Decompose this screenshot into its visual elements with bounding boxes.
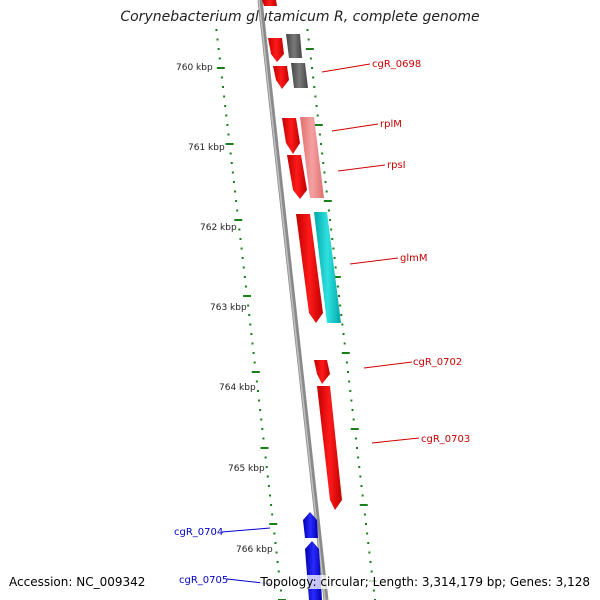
accession-text: Accession: NC_009342 bbox=[9, 575, 146, 589]
gene-label-rplm[interactable]: rplM bbox=[380, 119, 402, 130]
kbp-label: 766 kbp bbox=[236, 545, 273, 555]
gene-arrow[interactable] bbox=[268, 38, 284, 62]
gene-label-glmm[interactable]: glmM bbox=[400, 253, 428, 264]
gene-label-cgr0704[interactable]: cgR_0704 bbox=[174, 527, 223, 538]
label-connectors bbox=[221, 63, 420, 585]
gene-arrow[interactable] bbox=[282, 118, 300, 154]
genome-backbone bbox=[257, 0, 329, 600]
gene-arrow[interactable] bbox=[317, 386, 342, 510]
gene-arrow[interactable] bbox=[314, 360, 330, 384]
genome-backbone-highlight bbox=[258, 0, 326, 600]
kbp-label: 763 kbp bbox=[210, 303, 247, 313]
kbp-label: 760 kbp bbox=[176, 63, 213, 73]
kbp-label: 765 kbp bbox=[228, 464, 265, 474]
gene-arrow[interactable] bbox=[300, 117, 324, 198]
gene-arrow[interactable] bbox=[286, 34, 302, 58]
gene-labels: cgR_0698 rplM rpsI glmM cgR_0702 cgR_070… bbox=[174, 59, 470, 586]
gene-features bbox=[262, 0, 342, 600]
kbp-label: 762 kbp bbox=[200, 223, 237, 233]
gene-label-cgr0702[interactable]: cgR_0702 bbox=[413, 357, 462, 368]
gene-arrow[interactable] bbox=[273, 66, 289, 89]
gene-label-cgr0705[interactable]: cgR_0705 bbox=[179, 575, 228, 586]
kbp-label: 764 kbp bbox=[219, 383, 256, 393]
gene-label-rpsi[interactable]: rpsI bbox=[387, 160, 406, 171]
gene-arrow[interactable] bbox=[314, 212, 341, 323]
gene-arrow[interactable] bbox=[287, 155, 307, 199]
gene-label-cgr0698[interactable]: cgR_0698 bbox=[372, 59, 421, 70]
gene-label-cgr0703[interactable]: cgR_0703 bbox=[421, 434, 470, 445]
kbp-label: 761 kbp bbox=[188, 143, 225, 153]
genome-summary-text: Topology: circular; Length: 3,314,179 bp… bbox=[260, 575, 590, 589]
gene-arrow[interactable] bbox=[291, 63, 308, 88]
gene-arrow[interactable] bbox=[262, 0, 277, 6]
tick-ring-left bbox=[215, 29, 286, 600]
map-title: Corynebacterium glutamicum R, complete g… bbox=[120, 9, 480, 25]
kbp-scale: 760 kbp 761 kbp 762 kbp 763 kbp 764 kbp … bbox=[176, 63, 273, 555]
gene-arrow[interactable] bbox=[296, 214, 323, 323]
gene-arrow[interactable] bbox=[303, 512, 318, 538]
